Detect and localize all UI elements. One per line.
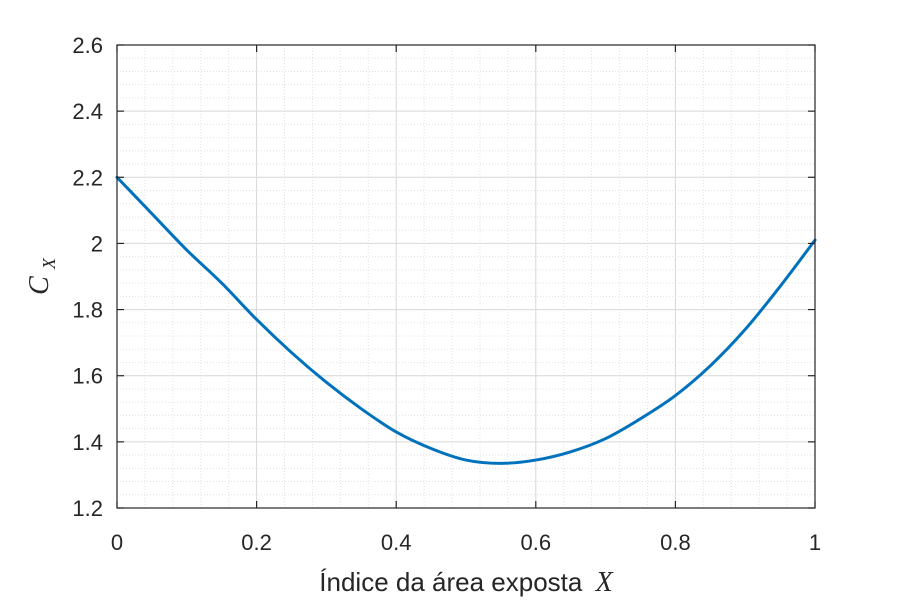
tick-marks [116, 44, 816, 509]
y-tick-label: 1.6 [72, 364, 103, 389]
x-tick-label: 1 [809, 530, 821, 555]
y-tick-label: 2.4 [72, 99, 103, 124]
y-tick-label: 1.8 [72, 298, 103, 323]
x-tick-label: 0.4 [381, 530, 412, 555]
y-axis-label: C X [24, 257, 59, 295]
minor-grid [116, 44, 816, 509]
y-axis-label-subscript: X [39, 257, 59, 270]
x-tick-label: 0.6 [521, 530, 552, 555]
x-axis-label: Índice da área exposta X [319, 567, 613, 598]
x-axis-label-text: Índice da área exposta [319, 567, 583, 597]
y-tick-label: 2.2 [72, 165, 103, 190]
y-axis-label-variable: C [24, 276, 55, 295]
y-tick-label: 1.4 [72, 430, 103, 455]
y-tick-label: 1.2 [72, 496, 103, 521]
series-line [115, 175, 817, 465]
x-tick-labels: 0 0.2 0.4 0.6 0.8 1 [111, 530, 821, 555]
x-tick-label: 0.2 [241, 530, 272, 555]
svg-text:C X: C X [24, 257, 59, 295]
y-tick-label: 2 [91, 231, 103, 256]
x-tick-label: 0 [111, 530, 123, 555]
x-axis-label-variable: X [595, 567, 614, 598]
y-tick-labels: 1.2 1.4 1.6 1.8 2 2.2 2.4 2.6 [72, 33, 103, 521]
major-grid [116, 44, 816, 509]
axes-box [116, 44, 816, 509]
y-tick-label: 2.6 [72, 33, 103, 58]
series-layer [115, 175, 817, 465]
x-tick-label: 0.8 [660, 530, 691, 555]
